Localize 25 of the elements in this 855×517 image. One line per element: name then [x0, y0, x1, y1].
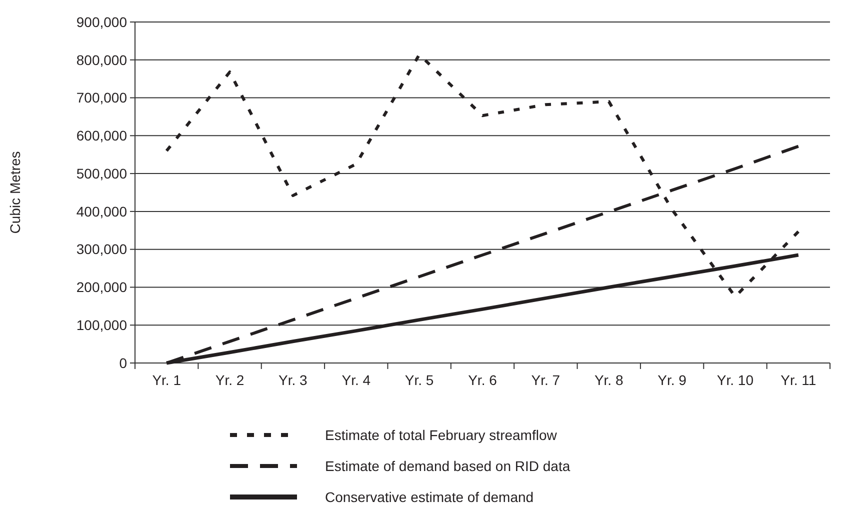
y-tick-label: 700,000: [76, 90, 128, 106]
y-tick-label: 900,000: [76, 14, 128, 30]
x-tick-label: Yr. 5: [404, 372, 434, 388]
x-tick-label: Yr. 4: [342, 372, 371, 388]
y-tick-label: 200,000: [76, 279, 128, 296]
x-tick-label: Yr. 2: [215, 372, 244, 388]
legend-label: Conservative estimate of demand: [325, 488, 534, 505]
y-tick-label: 600,000: [76, 128, 128, 144]
y-tick-label: 500,000: [76, 165, 128, 182]
y-tick-label: 100,000: [76, 317, 128, 334]
y-tick-label: 800,000: [76, 52, 128, 68]
x-tick-label: Yr. 3: [278, 372, 308, 388]
x-tick-label: Yr. 8: [594, 372, 624, 388]
x-tick-label: Yr. 1: [152, 372, 182, 388]
y-axis-title: Cubic Metres: [7, 151, 23, 234]
x-tick-label: Yr. 11: [780, 372, 816, 388]
y-tick-label: 300,000: [76, 241, 128, 258]
x-tick-label: Yr. 9: [658, 372, 687, 388]
y-tick-label: 0: [119, 354, 128, 371]
legend-label: Estimate of demand based on RID data: [325, 458, 570, 474]
legend-label: Estimate of total February streamflow: [325, 426, 558, 443]
x-tick-label: Yr. 6: [468, 372, 498, 388]
y-tick-label: 400,000: [76, 203, 128, 220]
x-tick-label: Yr. 7: [531, 372, 560, 388]
x-tick-label: Yr. 10: [716, 372, 754, 388]
